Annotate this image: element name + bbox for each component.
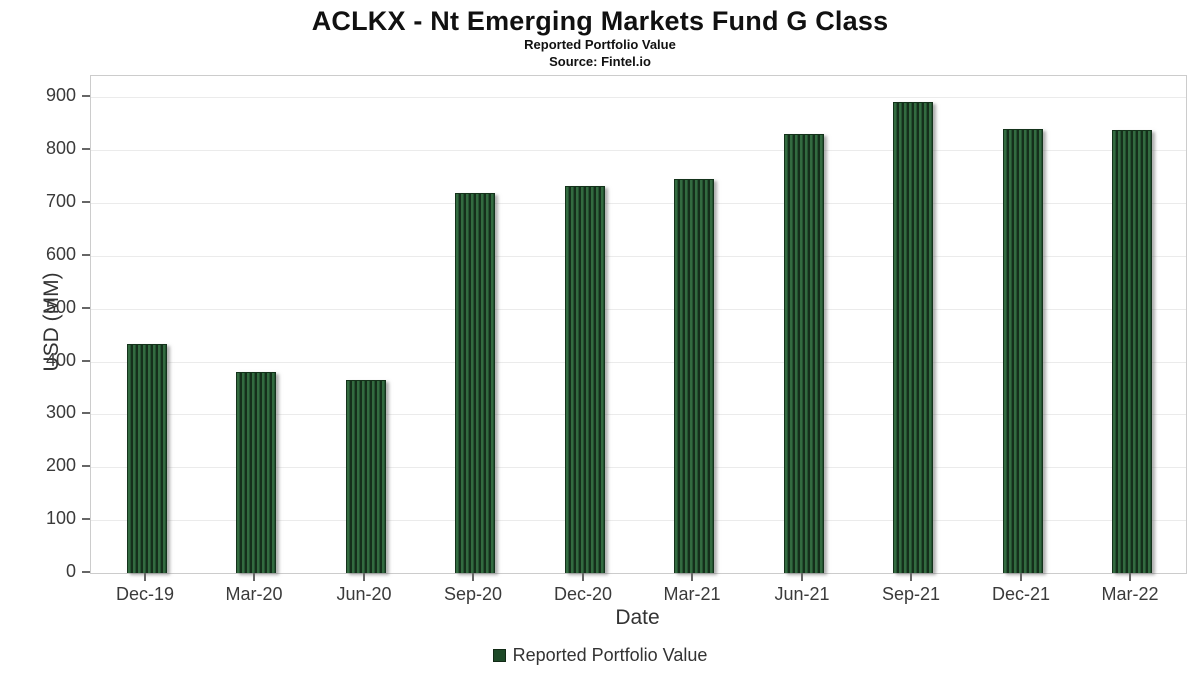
- bar-dec-19: [127, 344, 167, 573]
- y-tick-mark: [82, 412, 90, 415]
- bar-mar-21: [674, 179, 714, 573]
- x-tick-label: Dec-20: [553, 584, 613, 604]
- x-tick-label: Sep-20: [443, 584, 503, 604]
- bar-dec-21: [1003, 129, 1043, 573]
- bar-mar-22: [1112, 130, 1152, 573]
- x-tick-mark: [472, 573, 474, 581]
- y-tick-label: 700: [45, 190, 76, 211]
- x-tick-label: Jun-20: [336, 584, 392, 604]
- x-tick-mark: [582, 573, 584, 581]
- x-tick-mark: [801, 573, 803, 581]
- x-tick-label: Mar-20: [225, 584, 283, 604]
- gridline: [91, 414, 1186, 416]
- y-tick-label: 400: [45, 349, 76, 370]
- x-tick-mark: [1020, 573, 1022, 581]
- y-tick-label: 0: [65, 561, 76, 581]
- x-tick-mark: [144, 573, 146, 581]
- bar-dec-20: [565, 186, 605, 573]
- y-tick-label: 100: [45, 508, 76, 529]
- y-tick-mark: [82, 200, 90, 203]
- y-tick-mark: [82, 148, 90, 151]
- y-tick-mark: [82, 465, 90, 468]
- gridline: [91, 202, 1186, 204]
- gridline: [91, 97, 1186, 99]
- y-axis-label: USD (MM): [40, 272, 63, 372]
- y-tick-label: 300: [45, 402, 76, 423]
- gridline: [91, 520, 1186, 522]
- gridline: [91, 150, 1186, 152]
- y-tick-mark: [82, 571, 90, 573]
- x-tick-mark: [691, 573, 693, 581]
- bar-sep-21: [893, 102, 933, 573]
- legend: Reported Portfolio Value: [0, 645, 1200, 666]
- legend-marker-icon: [492, 649, 506, 662]
- x-tick-label: Jun-21: [774, 584, 830, 604]
- y-tick-label: 500: [45, 296, 76, 317]
- chart-subtitle: Reported Portfolio Value: [524, 37, 676, 52]
- y-tick-label: 900: [45, 85, 76, 106]
- gridline: [91, 467, 1186, 469]
- bar-mar-20: [236, 372, 276, 573]
- chart-source: Source: Fintel.io: [549, 54, 651, 69]
- y-tick-mark: [82, 518, 90, 521]
- gridline: [91, 308, 1186, 310]
- x-axis-label: Date: [615, 606, 660, 629]
- x-tick-mark: [363, 573, 365, 581]
- y-tick-mark: [82, 253, 90, 256]
- x-tick-mark: [1129, 573, 1131, 581]
- bar-jun-20: [346, 380, 386, 573]
- x-tick-mark: [253, 573, 255, 581]
- gridline: [91, 255, 1186, 257]
- bar-jun-21: [784, 134, 824, 573]
- y-tick-label: 200: [45, 455, 76, 476]
- x-tick-label: Mar-22: [1101, 584, 1159, 604]
- plot-area: [90, 75, 1187, 574]
- x-tick-label: Dec-19: [115, 584, 175, 604]
- x-tick-label: Dec-21: [991, 584, 1051, 604]
- y-tick-label: 800: [45, 138, 76, 159]
- bar-sep-20: [455, 193, 495, 573]
- y-tick-mark: [82, 359, 90, 362]
- x-tick-label: Mar-21: [663, 584, 721, 604]
- y-tick-mark: [82, 95, 90, 98]
- chart-title: ACLKX - Nt Emerging Markets Fund G Class: [311, 6, 889, 36]
- y-tick-mark: [82, 306, 90, 309]
- legend-label: Reported Portfolio Value: [512, 645, 708, 665]
- gridline: [91, 361, 1186, 363]
- x-tick-label: Sep-21: [881, 584, 941, 604]
- y-tick-label: 600: [45, 243, 76, 264]
- x-tick-mark: [910, 573, 912, 581]
